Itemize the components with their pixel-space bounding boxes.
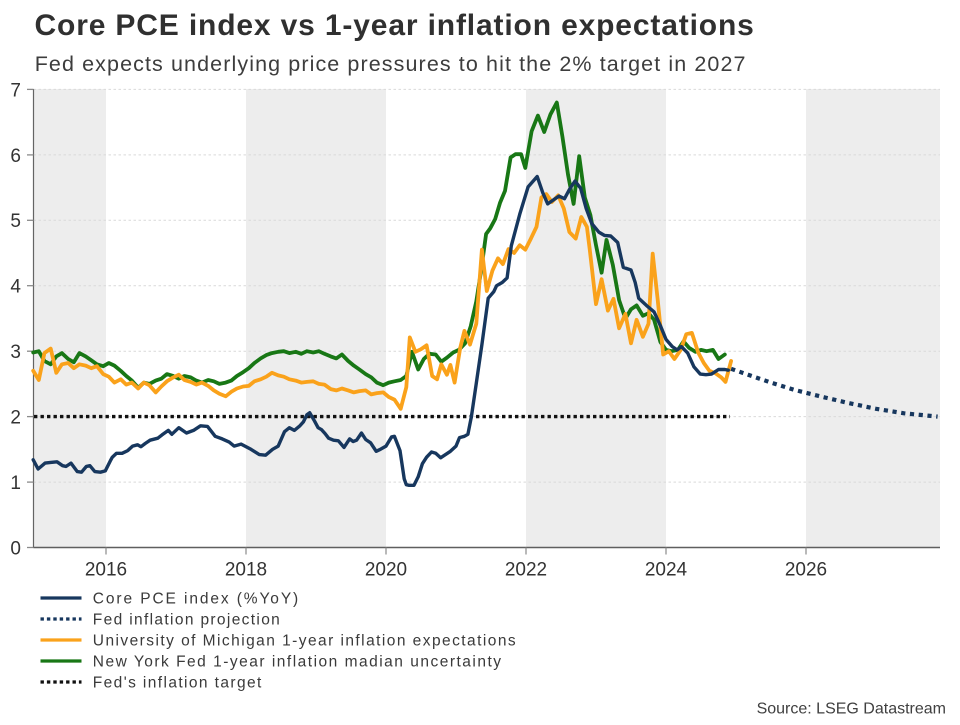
svg-text:University of Michigan 1-year: University of Michigan 1-year inflation …: [93, 633, 517, 650]
svg-text:Fed's inflation target: Fed's inflation target: [93, 675, 263, 692]
svg-text:2026: 2026: [785, 559, 827, 580]
svg-text:0: 0: [10, 538, 21, 559]
svg-text:Fed inflation projection: Fed inflation projection: [93, 612, 281, 629]
svg-text:2: 2: [10, 408, 21, 429]
svg-text:2022: 2022: [505, 559, 547, 580]
svg-text:Core PCE index (%YoY): Core PCE index (%YoY): [93, 591, 300, 608]
svg-text:Core PCE index vs 1-year infla: Core PCE index vs 1-year inflation expec…: [35, 9, 755, 42]
svg-text:7: 7: [10, 80, 21, 101]
svg-text:4: 4: [10, 277, 21, 298]
svg-text:6: 6: [10, 146, 21, 167]
svg-text:New York Fed 1-year inflation: New York Fed 1-year inflation madian unc…: [93, 654, 503, 671]
svg-text:Source: LSEG Datastream: Source: LSEG Datastream: [757, 701, 946, 718]
svg-text:3: 3: [10, 342, 21, 363]
svg-text:2018: 2018: [225, 559, 267, 580]
svg-text:2024: 2024: [645, 559, 688, 580]
svg-text:Fed expects underlying price p: Fed expects underlying price pressures t…: [35, 52, 747, 76]
svg-text:5: 5: [10, 211, 21, 232]
svg-text:2020: 2020: [365, 559, 407, 580]
svg-text:1: 1: [10, 473, 21, 494]
svg-text:2016: 2016: [85, 559, 127, 580]
